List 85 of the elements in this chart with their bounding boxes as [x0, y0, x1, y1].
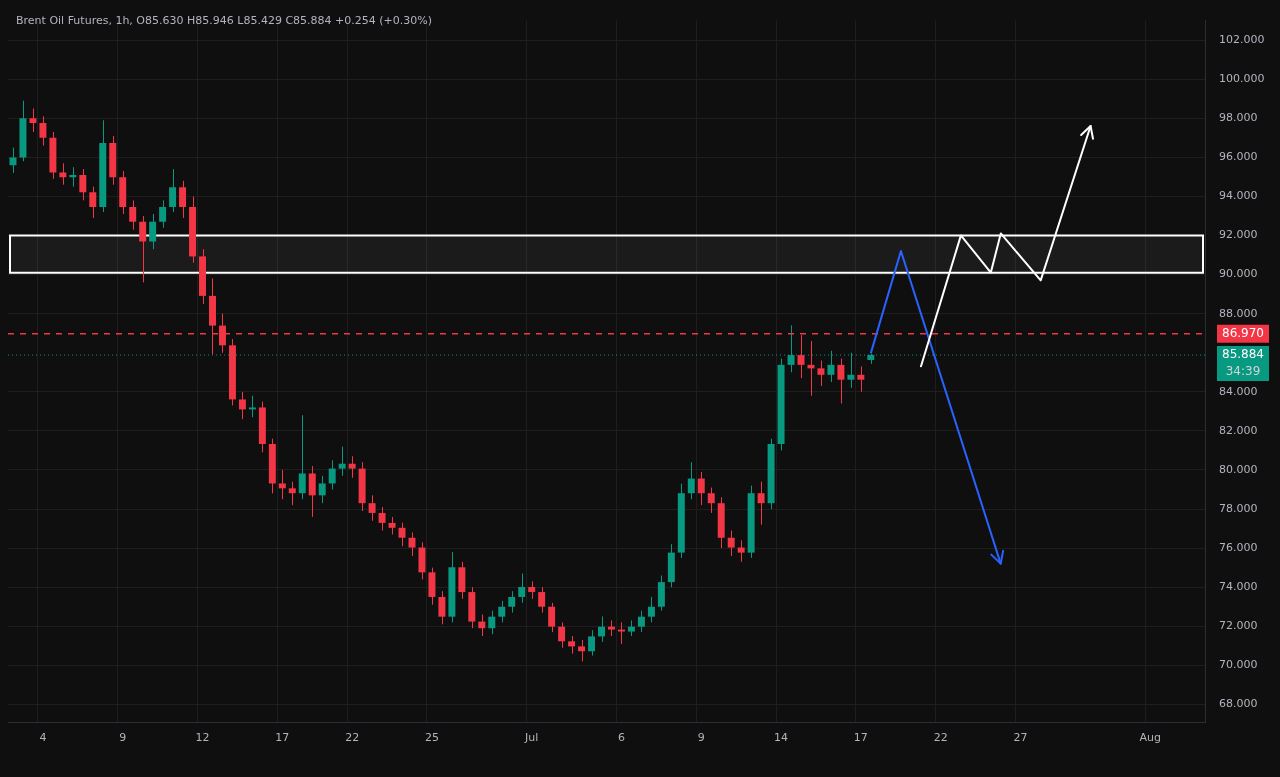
candlestick — [238, 391, 246, 420]
candlestick — [837, 358, 845, 405]
candlestick — [348, 455, 356, 479]
y-tick-label: 102.000 — [1219, 33, 1265, 46]
candlestick — [757, 481, 765, 526]
chart-title: Brent Oil Futures, 1h, O85.630 H85.946 L85.429 C85.884 +0.254 (+0.30%) — [16, 14, 432, 27]
x-tick-label: Jul — [524, 731, 539, 745]
x-tick-label: 9 — [697, 731, 705, 745]
x-tick-label: 25 — [424, 731, 439, 745]
x-tick-label: 12 — [195, 731, 210, 745]
candlestick — [59, 162, 67, 186]
candlestick — [308, 465, 316, 518]
candlestick — [707, 487, 715, 514]
candlestick — [857, 365, 865, 393]
y-tick-label: 96.000 — [1219, 150, 1258, 164]
candlestick — [179, 180, 187, 219]
candlestick — [558, 621, 566, 649]
candlestick — [149, 213, 157, 250]
y-tick-label: 98.000 — [1219, 111, 1258, 125]
candlestick — [79, 168, 87, 201]
y-tick-label: 72.000 — [1219, 619, 1258, 633]
x-tick-label: 6 — [617, 731, 625, 745]
candlestick — [498, 600, 506, 623]
candlestick — [617, 621, 625, 645]
y-tick-label: 82.000 — [1219, 423, 1258, 437]
candlestick — [647, 596, 655, 623]
candlestick — [478, 614, 486, 637]
candlestick — [727, 530, 735, 557]
x-tick-label: 14 — [774, 731, 789, 745]
candlestick — [637, 610, 645, 633]
y-tick-label: 76.000 — [1219, 540, 1258, 554]
candlestick — [508, 590, 516, 614]
ref-line-label: 85.884 — [1222, 347, 1264, 362]
x-tick-label: 17 — [853, 731, 868, 745]
candlestick — [318, 475, 326, 504]
y-tick-label: 92.000 — [1219, 228, 1258, 242]
x-tick-label: 9 — [119, 731, 127, 745]
candlestick — [588, 629, 596, 657]
candlestick — [129, 199, 137, 231]
x-tick-label: 22 — [933, 731, 948, 745]
x-tick-label: Aug — [1139, 731, 1161, 745]
y-tick-label: 90.000 — [1219, 267, 1258, 281]
candlestick — [368, 494, 376, 522]
candlestick — [338, 446, 346, 477]
candlestick — [737, 539, 745, 563]
y-tick-label: 100.000 — [1219, 72, 1265, 86]
candlestick — [248, 395, 256, 418]
x-tick-label: 27 — [1013, 731, 1028, 745]
candlestick — [408, 531, 416, 557]
candlestick — [378, 506, 386, 532]
candlestick — [328, 459, 336, 490]
candlestick — [687, 461, 695, 500]
y-tick-label: 84.000 — [1219, 384, 1258, 398]
text: 34:39 — [1225, 364, 1261, 379]
candlestick — [518, 573, 526, 604]
candlestick — [488, 610, 496, 635]
candlestick — [548, 602, 556, 633]
ref-line-label: 86.970 — [1222, 325, 1264, 340]
candlestick — [159, 199, 167, 229]
candlestick — [578, 639, 586, 662]
candlestick — [39, 115, 47, 147]
x-tick-label: 4 — [39, 731, 47, 745]
x-tick-label: 17 — [275, 731, 290, 745]
y-tick-label: 80.000 — [1219, 462, 1258, 476]
candlestick — [438, 590, 446, 625]
candlestick — [697, 471, 705, 506]
candlestick — [288, 481, 296, 506]
candlestick — [139, 215, 147, 283]
candlestick — [9, 147, 17, 174]
y-tick-label: 68.000 — [1219, 697, 1258, 711]
candlestick — [278, 469, 286, 500]
y-tick-label: 70.000 — [1219, 658, 1258, 672]
y-tick-label: 88.000 — [1219, 306, 1258, 320]
candlestick — [89, 186, 97, 219]
candlestick — [817, 360, 825, 387]
x-tick-label: 22 — [345, 731, 360, 745]
candlestick — [598, 616, 605, 643]
candlestick — [538, 586, 546, 614]
candlestick — [169, 168, 177, 213]
candlestick — [29, 108, 37, 133]
y-tick-label: 94.000 — [1219, 189, 1258, 203]
y-tick-label: 74.000 — [1219, 580, 1258, 594]
candlestick — [298, 414, 306, 500]
y-tick-label: 78.000 — [1219, 501, 1258, 515]
candlestick — [398, 522, 406, 547]
